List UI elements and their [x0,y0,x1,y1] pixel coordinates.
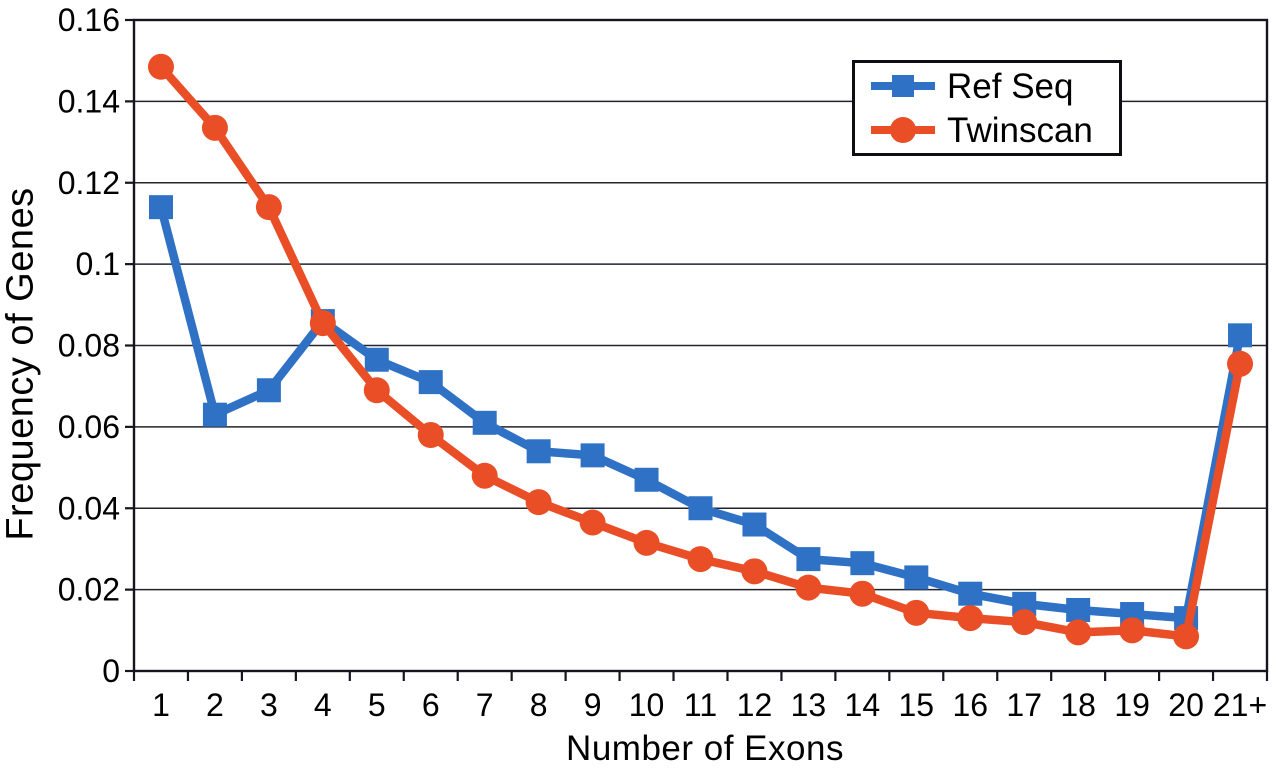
x-tick-label: 15 [899,687,935,723]
series-twinscan-marker [201,114,228,141]
series-ref-seq-marker [256,378,281,403]
legend-item: Ref Seq [871,64,1119,108]
series-ref-seq-marker [904,565,929,590]
legend-label: Twinscan [947,110,1093,150]
legend-sample [871,115,935,145]
x-tick-label: 21+ [1213,687,1267,723]
series-twinscan-marker [525,489,552,516]
series-twinscan-marker [795,574,822,601]
x-tick-label: 8 [530,687,548,723]
series-ref-seq-marker [634,467,659,492]
legend: Ref Seq Twinscan [852,60,1122,156]
x-tick-label: 10 [629,687,665,723]
series-twinscan-marker [849,580,876,607]
series-ref-seq-marker [364,347,389,372]
series-twinscan-marker [147,53,174,80]
series-ref-seq-marker [202,402,227,427]
y-tick-label: 0.12 [58,165,120,201]
y-axis-title: Frequency of Genes [0,187,42,541]
x-tick-label: 5 [368,687,386,723]
series-ref-seq-marker [418,370,443,395]
series-twinscan-marker [417,422,444,449]
y-tick-label: 0.14 [58,83,120,119]
series-twinscan-marker [1065,619,1092,646]
series-twinscan-marker [363,377,390,404]
x-tick-label: 13 [791,687,827,723]
x-tick-label: 14 [845,687,881,723]
series-twinscan-marker [1119,617,1146,644]
x-tick-label: 11 [684,687,717,723]
series-twinscan-marker [741,558,768,585]
series-twinscan-marker [903,599,930,626]
series-twinscan-marker [309,310,336,337]
x-tick-label: 18 [1060,687,1096,723]
series-twinscan-marker [579,509,606,536]
series-twinscan-marker [255,194,282,221]
series-ref-seq-marker [526,439,551,464]
x-tick-label: 12 [737,687,773,723]
legend-item: Twinscan [871,108,1119,152]
x-tick-label: 19 [1114,687,1150,723]
series-twinscan-marker [471,462,498,489]
square-marker-icon [892,75,914,97]
series-twinscan-marker [1011,609,1038,636]
y-tick-label: 0.02 [58,572,120,608]
legend-label: Ref Seq [947,66,1074,106]
series-twinscan-marker [957,605,984,632]
series-ref-seq-marker [688,496,713,521]
x-tick-label: 20 [1168,687,1204,723]
series-twinscan-marker [1227,350,1254,377]
series-twinscan-marker [633,529,660,556]
x-tick-label: 17 [1006,687,1042,723]
x-tick-label: 2 [206,687,224,723]
legend-sample [871,71,935,101]
y-tick-label: 0.06 [58,409,120,445]
series-twinscan-marker [1173,623,1200,650]
series-ref-seq-marker [742,512,767,537]
series-ref-seq-marker [850,551,875,576]
series-ref-seq-marker [958,581,983,606]
y-tick-label: 0.1 [76,246,120,282]
series-ref-seq-marker [148,195,173,220]
x-tick-label: 6 [422,687,440,723]
x-tick-label: 3 [260,687,278,723]
x-tick-label: 7 [476,687,494,723]
series-ref-seq-marker [580,443,605,468]
y-tick-label: 0.04 [58,490,120,526]
y-tick-label: 0.08 [58,328,120,364]
y-tick-label: 0 [102,653,120,689]
series-ref-seq-marker [472,410,497,435]
series-ref-seq-marker [1228,323,1253,348]
x-tick-label: 1 [152,687,170,723]
series-ref-seq-marker [796,547,821,572]
x-tick-label: 16 [952,687,988,723]
series-ref-seq-marker [1066,597,1091,622]
x-tick-label: 4 [314,687,332,723]
y-tick-label: 0.16 [58,2,120,38]
x-tick-label: 9 [584,687,602,723]
circle-marker-icon [890,117,916,143]
series-twinscan-marker [687,546,714,573]
x-axis-title: Number of Exons [566,729,844,768]
